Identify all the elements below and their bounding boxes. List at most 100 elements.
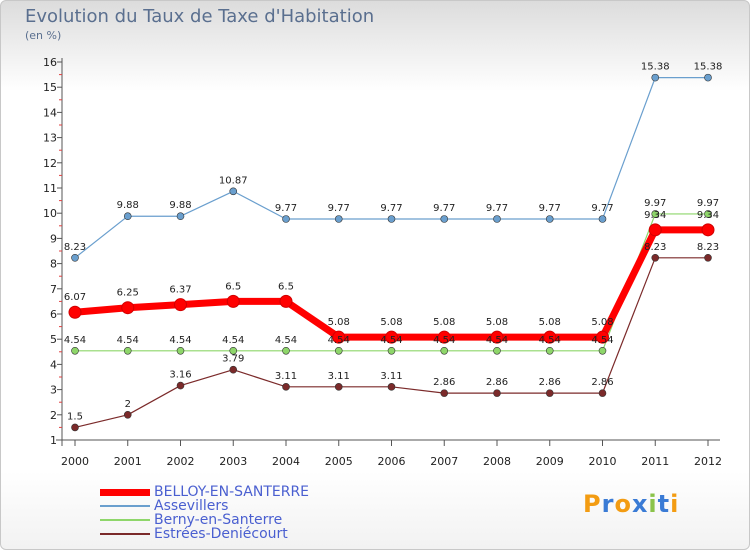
data-label: 2 — [125, 399, 131, 410]
y-tick-label: 1 — [50, 434, 57, 447]
y-tick-label: 6 — [50, 308, 57, 321]
data-label: 5.08 — [591, 317, 613, 328]
data-point — [440, 346, 449, 355]
data-point — [123, 212, 132, 221]
data-point — [71, 346, 79, 355]
x-tick-label: 2003 — [219, 455, 247, 468]
data-point — [226, 294, 240, 308]
data-label: 4.54 — [539, 335, 561, 346]
data-point — [387, 383, 396, 391]
data-point — [123, 346, 132, 355]
data-point — [493, 346, 501, 355]
chart-legend: BELLOY-EN-SANTERRE Assevillers Berny-en-… — [100, 484, 309, 542]
data-label: 4.54 — [486, 335, 508, 346]
data-label: 1.5 — [67, 411, 83, 422]
data-label: 2.86 — [539, 377, 561, 388]
legend-label-estrees: Estrées-Deniécourt — [154, 526, 288, 542]
data-point — [651, 254, 660, 262]
data-point — [545, 346, 554, 355]
data-point — [282, 215, 290, 223]
data-label: 9.97 — [644, 198, 666, 209]
x-tick-label: 2002 — [167, 455, 195, 468]
data-label: 2.86 — [591, 377, 613, 388]
data-point — [385, 330, 398, 344]
legend-item-berny: Berny-en-Santerre — [100, 512, 309, 528]
y-tick-label: 15 — [43, 81, 57, 94]
logo-letter: o — [614, 490, 632, 518]
data-point — [493, 389, 501, 397]
data-label: 4.54 — [591, 335, 613, 346]
data-label: 8.23 — [697, 242, 719, 253]
data-label: 6.07 — [64, 292, 86, 303]
data-label: 4.54 — [222, 335, 244, 346]
data-label: 15.38 — [641, 62, 670, 73]
data-point — [282, 346, 290, 355]
data-label: 6.37 — [169, 285, 191, 296]
data-point — [71, 254, 79, 262]
data-label: 3.11 — [328, 371, 350, 382]
data-label: 5.08 — [328, 317, 350, 328]
logo-letter: r — [601, 490, 615, 518]
data-label: 4.54 — [328, 335, 350, 346]
data-point — [704, 73, 712, 82]
data-point — [121, 301, 135, 315]
data-point — [704, 210, 712, 218]
chart-subtitle: (en %) — [25, 29, 62, 42]
x-tick-label: 2005 — [325, 455, 353, 468]
y-tick-label: 9 — [50, 232, 57, 245]
y-tick-label: 2 — [50, 409, 57, 422]
data-point — [598, 389, 607, 397]
data-point — [71, 423, 79, 432]
data-point — [545, 215, 554, 223]
data-point — [651, 73, 660, 82]
data-label: 4.54 — [117, 335, 139, 346]
x-tick-label: 2011 — [641, 455, 669, 468]
data-label: 9.77 — [486, 203, 508, 214]
data-label: 5.08 — [380, 317, 402, 328]
x-tick-label: 2009 — [536, 455, 564, 468]
data-point — [440, 215, 449, 223]
legend-item-estrees: Estrées-Deniécourt — [100, 526, 309, 542]
data-label: 6.5 — [225, 281, 241, 292]
data-label: 6.5 — [278, 281, 294, 292]
data-point — [598, 215, 607, 223]
data-point — [545, 389, 554, 397]
x-tick-label: 2008 — [483, 455, 511, 468]
data-point — [334, 346, 343, 355]
data-point — [282, 383, 290, 391]
data-label: 8.23 — [64, 242, 86, 253]
data-point — [490, 330, 504, 344]
data-label: 2.86 — [486, 377, 508, 388]
logo-letter: P — [583, 490, 602, 518]
legend-swatch-assevillers — [100, 505, 150, 507]
data-point — [279, 294, 293, 308]
legend-swatch-berny — [100, 519, 150, 521]
data-label: 9.34 — [644, 210, 666, 221]
data-label: 4.54 — [169, 335, 191, 346]
data-point — [334, 215, 343, 223]
data-label: 3.11 — [275, 371, 297, 382]
data-point — [229, 346, 238, 355]
data-point — [229, 187, 238, 196]
data-point — [387, 346, 396, 355]
data-label: 9.77 — [539, 203, 561, 214]
data-label: 4.54 — [64, 335, 86, 346]
series-line — [74, 77, 708, 259]
data-label: 10.87 — [219, 175, 248, 186]
y-tick-label: 3 — [50, 384, 57, 397]
data-label: 5.08 — [539, 317, 561, 328]
legend-label-assevillers: Assevillers — [154, 498, 229, 514]
data-point — [229, 365, 238, 374]
data-label: 9.88 — [117, 200, 139, 211]
y-tick-label: 14 — [43, 106, 57, 119]
data-point — [440, 389, 449, 397]
data-point — [334, 383, 343, 391]
data-point — [123, 410, 132, 419]
data-label: 4.54 — [380, 335, 402, 346]
y-tick-label: 16 — [43, 56, 57, 69]
x-tick-label: 2007 — [430, 455, 458, 468]
data-label: 9.97 — [697, 198, 719, 209]
logo-letter: i — [670, 490, 680, 518]
series-line — [75, 213, 708, 352]
